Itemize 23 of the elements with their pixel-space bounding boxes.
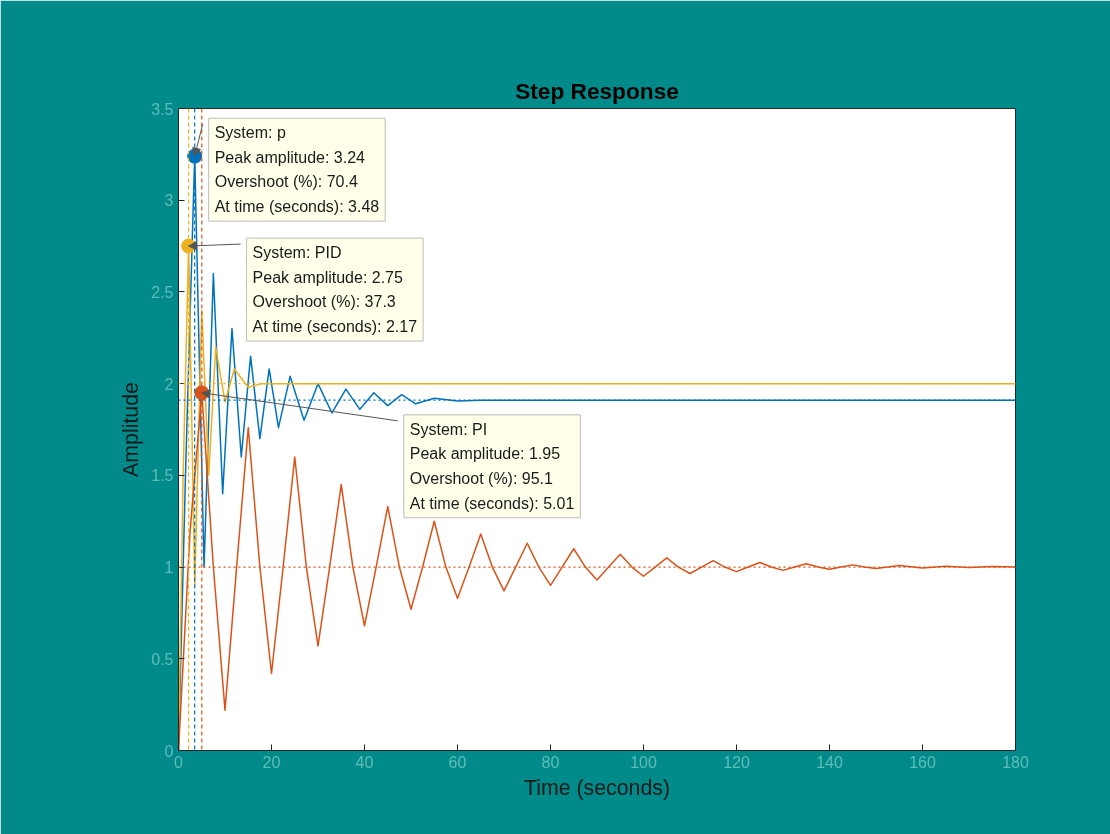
y-tick-label: 2	[164, 375, 174, 393]
y-tick-label: 0.5	[151, 650, 174, 668]
y-tick-label: 1.5	[151, 467, 174, 485]
y-tick-label: 3	[164, 192, 174, 210]
x-tick-label: 80	[541, 753, 560, 771]
x-tick-label: 140	[816, 753, 843, 771]
y-tick-label: 1	[164, 559, 174, 577]
y-tick-label: 2.5	[151, 283, 174, 301]
chart-title: Step Response	[515, 77, 679, 104]
y-axis-title: Amplitude	[119, 382, 144, 477]
x-tick-label: 120	[723, 753, 750, 771]
x-tick-label: 60	[448, 753, 467, 771]
y-tick-label: 0	[164, 742, 174, 760]
x-tick-label: 100	[630, 753, 657, 771]
x-axis-title: Time (seconds)	[523, 775, 671, 800]
y-tick-label: 3.5	[151, 100, 174, 118]
x-tick-label: 20	[262, 753, 281, 771]
x-tick-label: 180	[1002, 753, 1029, 771]
x-tick-label: 160	[909, 753, 936, 771]
annotation: System: p Peak amplitude: 3.24 Overshoot (%): 70.4 At time (seconds): 3.48	[214, 124, 380, 216]
annotation: System: PID Peak amplitude: 2.75 Overshoot (%): 37.3 At time (seconds): 2.17	[252, 244, 418, 336]
x-tick-label: 40	[355, 753, 374, 771]
annotation: System: PI Peak amplitude: 1.95 Overshoot (%): 95.1 At time (seconds): 5.01	[409, 420, 575, 512]
